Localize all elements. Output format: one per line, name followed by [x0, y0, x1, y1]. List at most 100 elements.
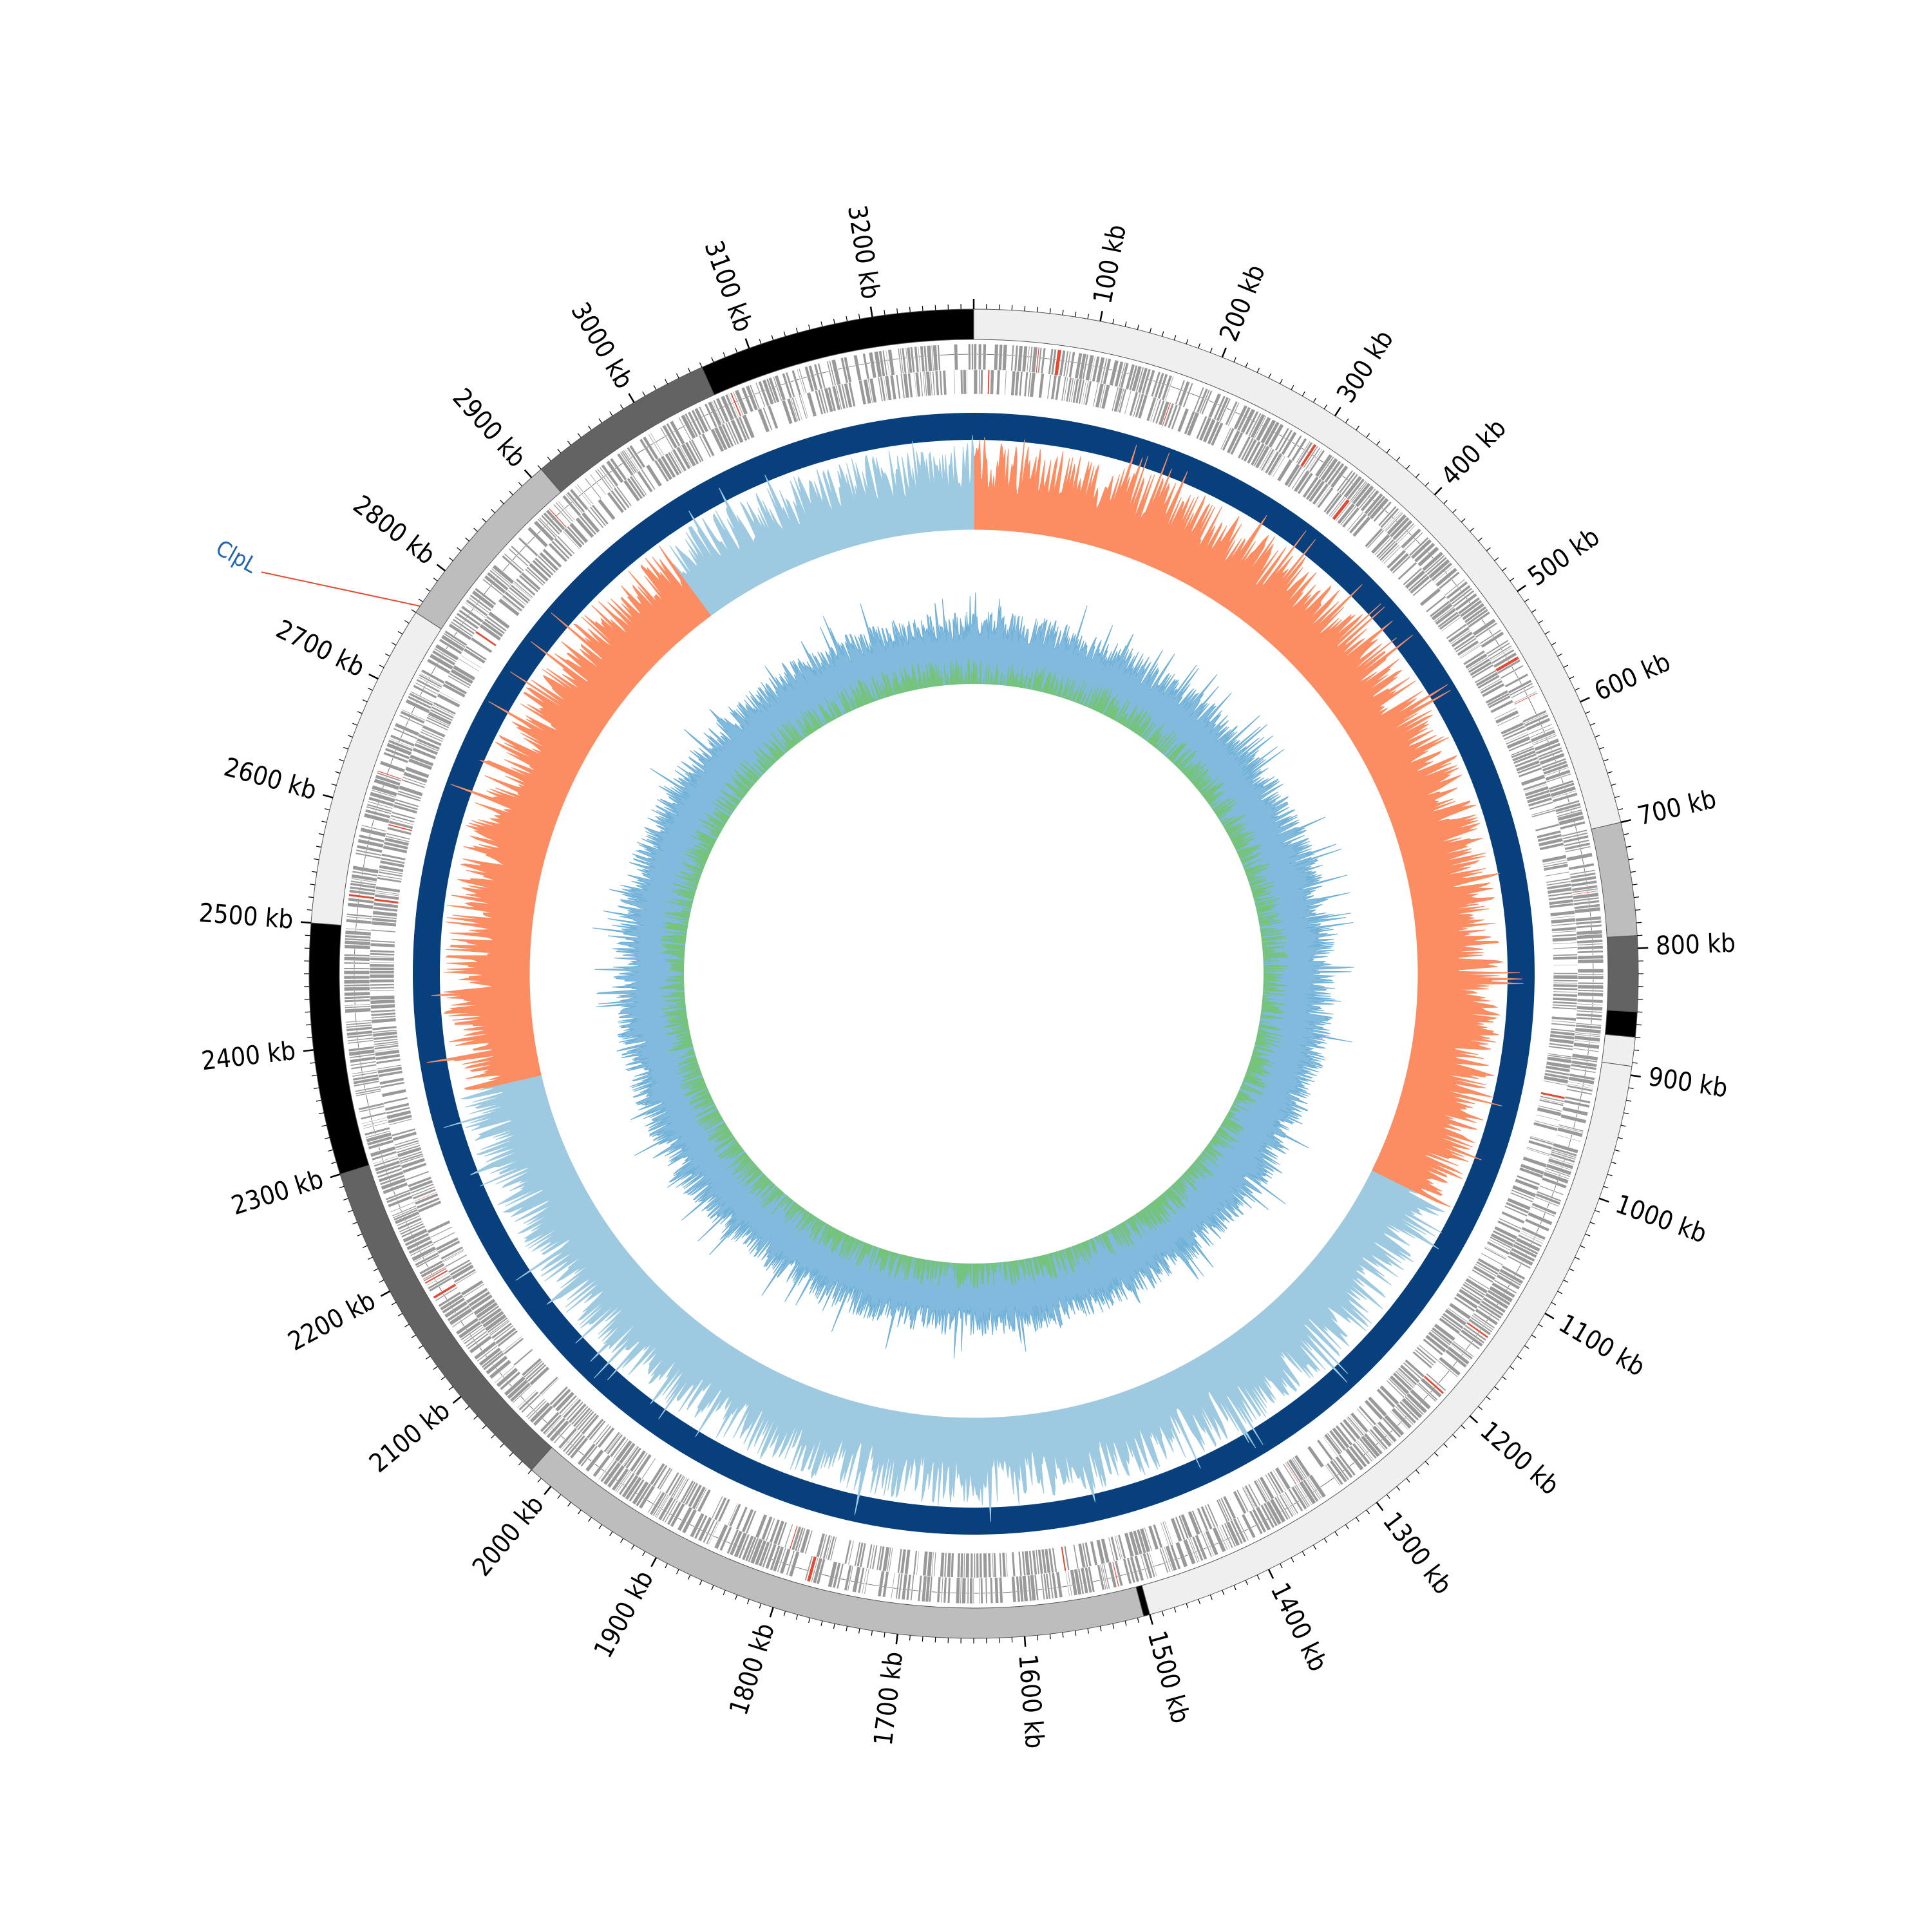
minor-tick	[1589, 1222, 1595, 1225]
cds-feature	[1577, 954, 1604, 960]
cds-feature	[1128, 391, 1139, 417]
cds-feature	[496, 1367, 519, 1388]
cds-feature	[900, 374, 905, 399]
cds-feature	[398, 1150, 423, 1160]
cds-feature	[1419, 587, 1441, 607]
cds-feature	[1203, 1531, 1215, 1557]
cds-feature	[1316, 1439, 1334, 1461]
cds-feature	[953, 370, 956, 395]
cds-feature	[1412, 1350, 1433, 1369]
cds-feature	[1471, 664, 1494, 679]
cds-feature	[1137, 394, 1148, 419]
cds-feature	[1552, 936, 1577, 942]
cds-feature	[1479, 677, 1502, 692]
minor-tick	[1198, 1599, 1201, 1604]
cds-feature	[1488, 1238, 1511, 1251]
cds-feature	[1090, 1540, 1098, 1566]
cds-feature	[658, 1468, 674, 1491]
minor-tick	[397, 631, 403, 635]
cds-feature	[1464, 605, 1487, 624]
cds-feature	[1068, 377, 1074, 402]
cds-feature	[1378, 506, 1397, 527]
cds-feature	[562, 530, 580, 550]
cds-feature	[369, 974, 395, 979]
cds-feature	[814, 390, 824, 415]
cds-feature	[840, 383, 849, 409]
cds-feature	[388, 823, 413, 832]
minor-tick	[567, 1502, 571, 1507]
cds-feature	[781, 399, 793, 425]
cds-feature	[645, 464, 663, 488]
cds-feature	[1577, 969, 1604, 973]
cds-feature	[458, 658, 480, 672]
cds-feature	[735, 417, 748, 442]
cds-feature	[343, 975, 370, 980]
cds-feature	[1150, 371, 1161, 397]
major-tick	[303, 1049, 314, 1052]
cds-feature	[1433, 1323, 1456, 1342]
cds-feature	[452, 618, 475, 635]
cds-feature	[1492, 1229, 1516, 1244]
cds-feature	[922, 1551, 929, 1577]
minor-tick	[518, 482, 523, 487]
minor-tick	[343, 746, 348, 750]
cds-feature	[907, 372, 913, 398]
minor-tick	[491, 1434, 495, 1439]
clpl-pointer-line	[261, 571, 421, 607]
cds-feature	[628, 1479, 645, 1502]
cds-feature	[1155, 399, 1166, 424]
cds-feature	[1475, 1260, 1499, 1276]
cds-feature	[1547, 1052, 1573, 1058]
cds-feature	[1535, 823, 1560, 832]
minor-tick	[518, 1461, 523, 1466]
cds-feature	[1002, 344, 1008, 371]
cds-feature	[1441, 616, 1462, 632]
major-tick	[524, 469, 533, 478]
minor-tick	[1486, 1396, 1491, 1401]
minor-tick	[1620, 1124, 1626, 1127]
cds-feature	[343, 970, 370, 975]
minor-tick	[598, 1524, 603, 1530]
minor-tick	[1634, 896, 1640, 898]
minor-tick	[537, 1478, 542, 1482]
cds-feature	[594, 1425, 612, 1446]
cds-feature	[616, 486, 632, 507]
cds-feature	[1315, 486, 1331, 507]
minor-tick	[308, 896, 314, 898]
cds-feature	[1101, 1538, 1110, 1564]
cds-feature	[1341, 507, 1360, 529]
cds-feature	[1262, 450, 1276, 472]
minor-tick	[846, 316, 848, 321]
cds-feature	[1543, 863, 1569, 871]
cds-feature	[1242, 1486, 1255, 1510]
minor-tick	[1569, 1268, 1575, 1272]
cds-feature	[495, 1327, 516, 1345]
cds-feature	[620, 451, 636, 475]
minor-tick	[473, 527, 478, 532]
minor-tick	[771, 335, 774, 341]
center-blank	[684, 684, 1264, 1264]
minor-tick	[1563, 665, 1569, 668]
minor-tick	[500, 500, 504, 504]
cds-feature	[367, 800, 393, 810]
cds-feature	[400, 710, 426, 724]
cds-feature	[1092, 382, 1099, 407]
tick-label: 2900 kb	[446, 383, 531, 473]
cds-feature	[922, 371, 926, 397]
cds-feature	[1072, 1544, 1079, 1569]
major-tick	[1598, 1197, 1609, 1203]
cds-feature	[415, 1254, 440, 1269]
cds-feature	[614, 1439, 633, 1463]
cds-feature	[379, 1077, 404, 1086]
cds-feature	[426, 716, 450, 729]
cds-feature	[1392, 555, 1412, 574]
cds-feature	[581, 1414, 600, 1435]
cds-feature	[384, 1102, 410, 1112]
cds-feature	[456, 612, 480, 630]
cds-feature	[1345, 1417, 1363, 1437]
minor-tick	[723, 352, 726, 358]
cds-feature	[1244, 1484, 1258, 1508]
minor-tick	[1425, 482, 1430, 487]
cds-feature	[344, 996, 371, 999]
cds-feature	[1282, 1463, 1298, 1486]
